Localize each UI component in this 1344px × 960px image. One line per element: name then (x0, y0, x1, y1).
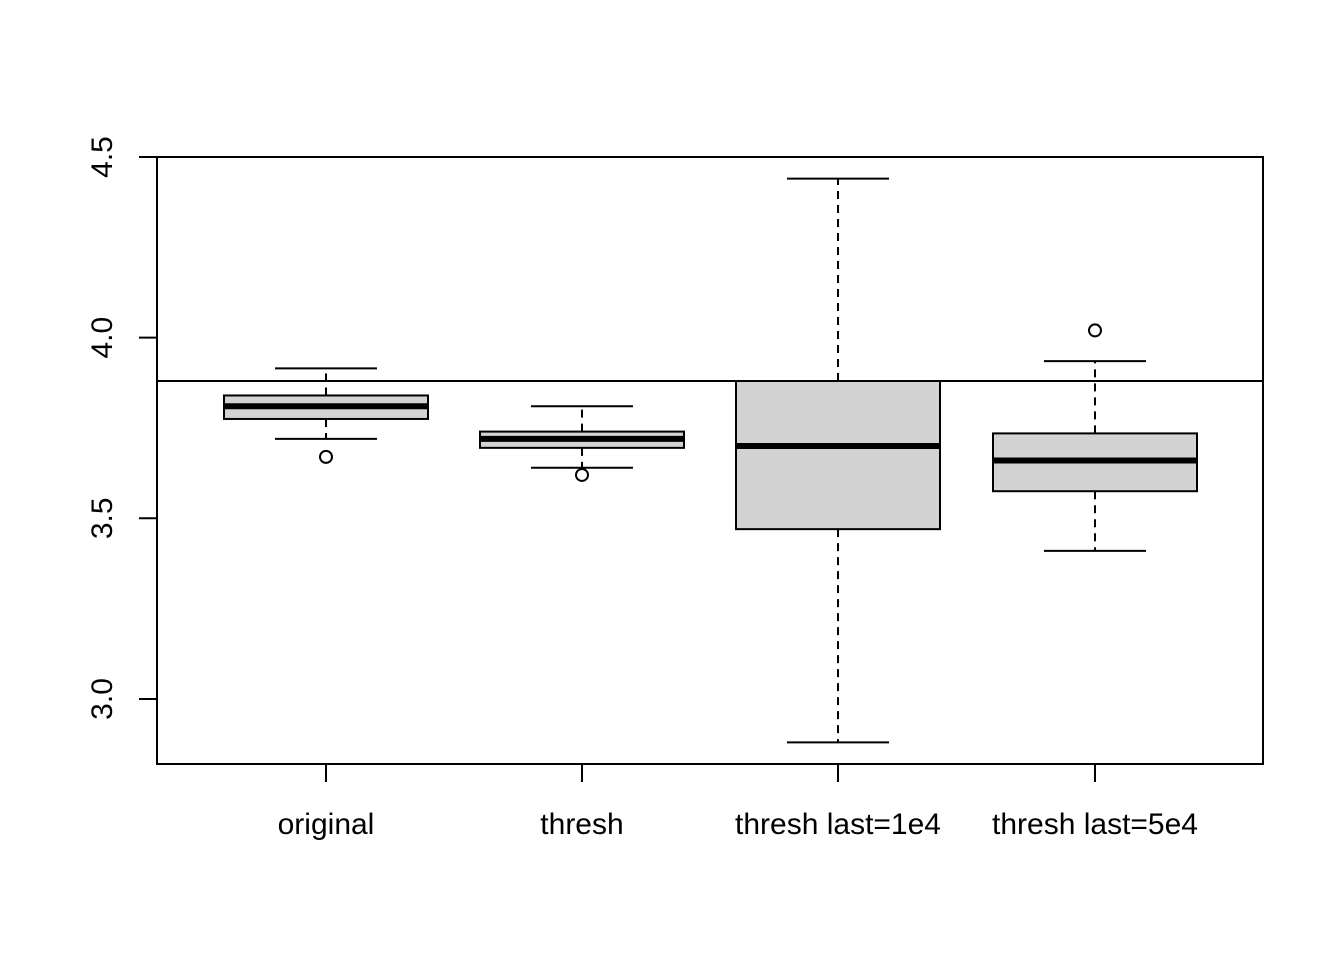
x-category-label: thresh (540, 808, 623, 841)
iqr-box (735, 380, 941, 531)
box-group (735, 177, 941, 744)
outlier-point (1088, 323, 1102, 338)
x-axis: original thresh thresh last=1e4 thresh last… (278, 764, 1198, 841)
boxes-layer (223, 177, 1198, 744)
outlier-point (319, 449, 333, 464)
box-group (223, 367, 429, 464)
y-axis: 3.0 3.5 4.0 4.5 (86, 136, 157, 720)
plot-frame (156, 156, 1264, 765)
x-category-label: thresh last=5e4 (992, 808, 1198, 841)
box-group (479, 405, 685, 482)
x-category-label: thresh last=1e4 (735, 808, 941, 841)
y-tick-label: 3.0 (86, 678, 119, 720)
y-tick-label: 4.0 (86, 317, 119, 359)
box-group (992, 323, 1198, 552)
outlier-point (575, 467, 589, 482)
y-tick-label: 4.5 (86, 136, 119, 178)
y-tick-label: 3.5 (86, 497, 119, 539)
x-category-label: original (278, 808, 375, 841)
